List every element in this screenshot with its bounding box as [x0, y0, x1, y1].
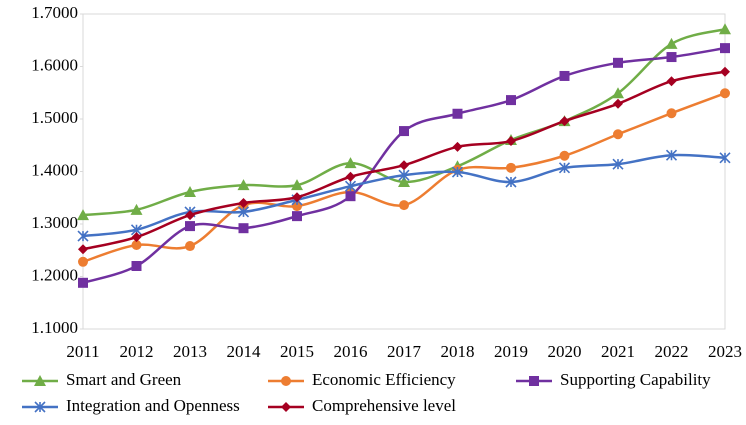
x-tick-label: 2023 [708, 342, 742, 361]
series-line [82, 28, 726, 217]
marker [720, 66, 730, 77]
x-tick-label: 2013 [173, 342, 207, 361]
marker [452, 141, 463, 152]
marker [559, 70, 570, 81]
marker [130, 203, 143, 215]
legend-label: Economic Efficiency [312, 370, 456, 389]
marker [131, 232, 142, 243]
x-tick-label: 2021 [601, 342, 635, 361]
marker [398, 176, 410, 187]
marker [719, 23, 731, 35]
marker [505, 176, 517, 188]
marker [185, 210, 195, 221]
marker [720, 88, 730, 99]
y-tick-label: 1.6000 [31, 55, 78, 74]
marker [666, 108, 677, 119]
marker [281, 376, 291, 386]
x-tick-label: 2014 [227, 342, 262, 361]
marker [131, 261, 142, 271]
marker [34, 401, 46, 413]
marker [292, 192, 302, 203]
legend-item: Smart and Green [22, 370, 182, 389]
series [78, 43, 730, 288]
marker [292, 201, 302, 212]
y-tick-label: 1.2000 [31, 265, 78, 284]
marker [77, 209, 89, 221]
marker [399, 200, 409, 211]
x-tick-label: 2012 [120, 342, 154, 361]
legend-item: Comprehensive level [268, 396, 456, 415]
marker [719, 152, 731, 164]
marker [558, 162, 571, 174]
marker [506, 136, 516, 147]
x-tick-label: 2018 [441, 342, 475, 361]
marker [665, 149, 678, 161]
x-tick-label: 2017 [387, 342, 422, 361]
legend-item: Supporting Capability [516, 370, 711, 389]
marker [612, 87, 624, 99]
marker [237, 206, 250, 218]
marker [344, 157, 357, 169]
marker [291, 179, 303, 191]
marker [666, 52, 677, 63]
marker [344, 180, 357, 192]
series [77, 23, 731, 221]
legend-item: Integration and Openness [22, 396, 240, 415]
legend-label: Smart and Green [66, 370, 182, 389]
marker [184, 185, 196, 197]
marker [78, 277, 88, 288]
marker [613, 98, 623, 109]
marker [613, 57, 623, 68]
y-tick-label: 1.4000 [31, 160, 78, 179]
marker [238, 223, 249, 234]
x-tick-label: 2015 [280, 342, 314, 361]
marker [452, 108, 463, 119]
marker [345, 171, 356, 182]
x-tick-label: 2019 [494, 342, 528, 361]
marker [529, 376, 539, 386]
y-tick-label: 1.5000 [31, 108, 78, 127]
marker [238, 198, 249, 208]
series [78, 66, 730, 255]
marker [399, 126, 409, 137]
marker [613, 129, 623, 140]
marker [559, 150, 570, 161]
y-tick-label: 1.7000 [31, 3, 78, 22]
y-tick-label: 1.3000 [31, 213, 78, 232]
marker [78, 256, 88, 267]
legend-label: Integration and Openness [66, 396, 240, 415]
y-tick-label: 1.1000 [31, 318, 78, 337]
marker [399, 160, 409, 171]
legend-item: Economic Efficiency [268, 370, 456, 389]
marker [185, 241, 195, 252]
legend-label: Supporting Capability [560, 370, 711, 389]
marker [34, 375, 46, 386]
marker [666, 76, 677, 87]
marker [559, 116, 570, 127]
marker [451, 166, 464, 178]
marker [720, 43, 730, 54]
marker [281, 402, 291, 412]
marker [77, 230, 89, 242]
marker [131, 240, 142, 250]
x-tick-label: 2016 [334, 342, 368, 361]
x-tick-label: 2022 [655, 342, 689, 361]
marker [665, 37, 678, 49]
x-tick-label: 2020 [548, 342, 582, 361]
marker [78, 244, 88, 255]
marker [237, 179, 250, 191]
marker [185, 221, 195, 232]
marker [292, 211, 302, 222]
marker [398, 169, 410, 181]
marker [506, 95, 516, 106]
marker [612, 158, 624, 170]
legend-label: Comprehensive level [312, 396, 456, 415]
marker [506, 162, 516, 173]
x-tick-label: 2011 [66, 342, 99, 361]
marker [345, 191, 356, 202]
